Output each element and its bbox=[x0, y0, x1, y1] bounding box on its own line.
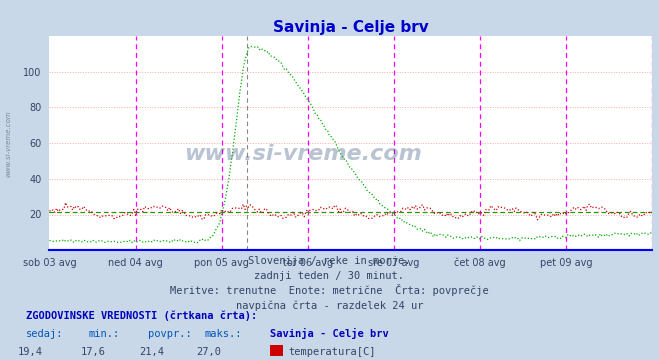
Text: sedaj:: sedaj: bbox=[26, 329, 64, 339]
Text: 27,0: 27,0 bbox=[196, 347, 221, 357]
Text: ZGODOVINSKE VREDNOSTI (črtkana črta):: ZGODOVINSKE VREDNOSTI (črtkana črta): bbox=[26, 310, 258, 321]
Text: Savinja - Celje brv: Savinja - Celje brv bbox=[270, 328, 389, 339]
Text: 19,4: 19,4 bbox=[18, 347, 43, 357]
Title: Savinja - Celje brv: Savinja - Celje brv bbox=[273, 20, 429, 35]
Text: 21,4: 21,4 bbox=[140, 347, 165, 357]
Text: Slovenija / reke in morje.: Slovenija / reke in morje. bbox=[248, 256, 411, 266]
Text: min.:: min.: bbox=[89, 329, 120, 339]
Text: www.si-vreme.com: www.si-vreme.com bbox=[184, 144, 422, 164]
Text: zadnji teden / 30 minut.: zadnji teden / 30 minut. bbox=[254, 271, 405, 281]
Text: temperatura[C]: temperatura[C] bbox=[289, 347, 376, 357]
Text: Meritve: trenutne  Enote: metrične  Črta: povprečje: Meritve: trenutne Enote: metrične Črta: … bbox=[170, 284, 489, 296]
Text: www.si-vreme.com: www.si-vreme.com bbox=[5, 111, 11, 177]
Text: maks.:: maks.: bbox=[204, 329, 242, 339]
Text: povpr.:: povpr.: bbox=[148, 329, 192, 339]
Text: 17,6: 17,6 bbox=[80, 347, 105, 357]
Text: navpična črta - razdelek 24 ur: navpična črta - razdelek 24 ur bbox=[236, 300, 423, 311]
